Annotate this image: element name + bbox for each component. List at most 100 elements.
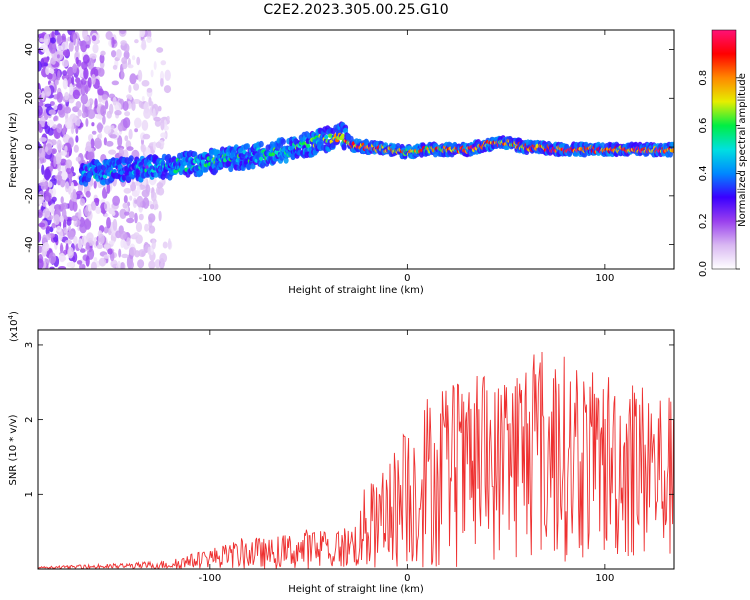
y-tick-label: 20 [24, 92, 35, 105]
spectrogram-data [38, 30, 674, 269]
noise-blob [133, 232, 140, 237]
noise-blob [164, 125, 169, 131]
noise-blob [146, 36, 153, 43]
noise-blob [146, 87, 153, 93]
noise-blob [49, 165, 54, 172]
noise-blob [59, 242, 64, 254]
noise-blob [58, 252, 66, 263]
x-tick-label: -100 [198, 573, 221, 584]
noise-blob [51, 30, 55, 40]
x-tick-label: 100 [595, 273, 614, 284]
noise-blob [48, 252, 57, 265]
noise-blob [148, 213, 156, 223]
noise-blob [96, 123, 104, 130]
noise-blob [38, 159, 41, 170]
noise-blob [75, 135, 79, 143]
y-tick-label: 40 [24, 43, 35, 56]
noise-blob [160, 132, 167, 138]
noise-blob [63, 227, 67, 234]
noise-blob [64, 91, 69, 101]
x-tick-label: 0 [404, 273, 410, 284]
noise-blob [108, 240, 115, 245]
noise-blob [53, 115, 58, 121]
noise-blob [123, 43, 130, 53]
noise-blob [61, 202, 69, 210]
noise-blob [67, 230, 75, 240]
noise-blob [91, 130, 97, 135]
noise-blob [98, 233, 105, 245]
noise-blob [68, 225, 72, 232]
noise-blob [60, 196, 64, 204]
noise-blob [63, 106, 72, 114]
noise-blob [160, 60, 167, 66]
noise-blob [42, 57, 49, 64]
noise-blob [56, 34, 63, 45]
noise-blob [75, 156, 81, 162]
spectrogram-frame [37, 29, 675, 270]
noise-blob [109, 103, 114, 115]
ridge-core [259, 156, 264, 161]
noise-blob [120, 262, 126, 269]
noise-blob [124, 135, 129, 142]
noise-blob [59, 215, 64, 223]
noise-blob [62, 49, 70, 57]
noise-blob [101, 94, 108, 101]
noise-blob [93, 257, 98, 262]
noise-blob [122, 101, 129, 111]
noise-blob [127, 64, 134, 69]
noise-blob [66, 218, 72, 226]
noise-blob [131, 55, 136, 61]
noise-blob [128, 246, 137, 256]
ridge-halo [101, 179, 107, 186]
noise-blob [153, 116, 161, 122]
noise-blob [103, 254, 110, 259]
noise-blob [126, 256, 133, 269]
noise-blob [137, 259, 145, 269]
ridge-halo [128, 155, 134, 162]
noise-blob [71, 75, 75, 86]
noise-blob [90, 261, 97, 269]
noise-blob [46, 225, 51, 231]
ridge-halo [341, 144, 347, 151]
noise-blob [163, 85, 172, 94]
noise-blob [68, 41, 74, 52]
noise-blob [156, 182, 164, 189]
noise-blob [151, 191, 157, 202]
noise-blob [64, 239, 72, 245]
noise-blob [153, 61, 157, 70]
noise-blob [85, 141, 92, 152]
y-tick-label: 1 [24, 491, 35, 497]
noise-blob [141, 119, 149, 131]
ridge-halo [192, 151, 198, 158]
noise-blob [61, 171, 68, 181]
noise-blob [156, 47, 164, 53]
noise-blob [73, 144, 79, 153]
noise-blob [126, 237, 131, 247]
noise-blob [38, 105, 43, 117]
noise-blob [122, 202, 128, 209]
noise-blob [94, 68, 99, 77]
ridge-halo [226, 160, 232, 167]
colorbar-label: Normalized spectral amplitude [737, 73, 748, 227]
noise-blob [57, 161, 61, 173]
noise-blob [106, 217, 111, 229]
noise-blob [58, 109, 66, 118]
noise-blob [118, 147, 124, 157]
noise-blob [43, 168, 52, 180]
ridge-halo [135, 168, 141, 175]
noise-blob [117, 122, 124, 132]
noise-blob [142, 197, 150, 209]
noise-blob [56, 91, 63, 103]
noise-blob [112, 195, 120, 206]
noise-blob [49, 101, 55, 106]
ridge-halo [670, 141, 674, 149]
noise-blob [66, 261, 75, 268]
noise-blob [69, 83, 74, 96]
noise-blob [143, 108, 152, 119]
noise-blob [138, 249, 146, 258]
noise-blob [129, 195, 133, 201]
noise-blob [56, 54, 60, 59]
noise-blob [100, 105, 107, 117]
noise-blob [85, 44, 90, 49]
noise-blob [38, 199, 42, 205]
